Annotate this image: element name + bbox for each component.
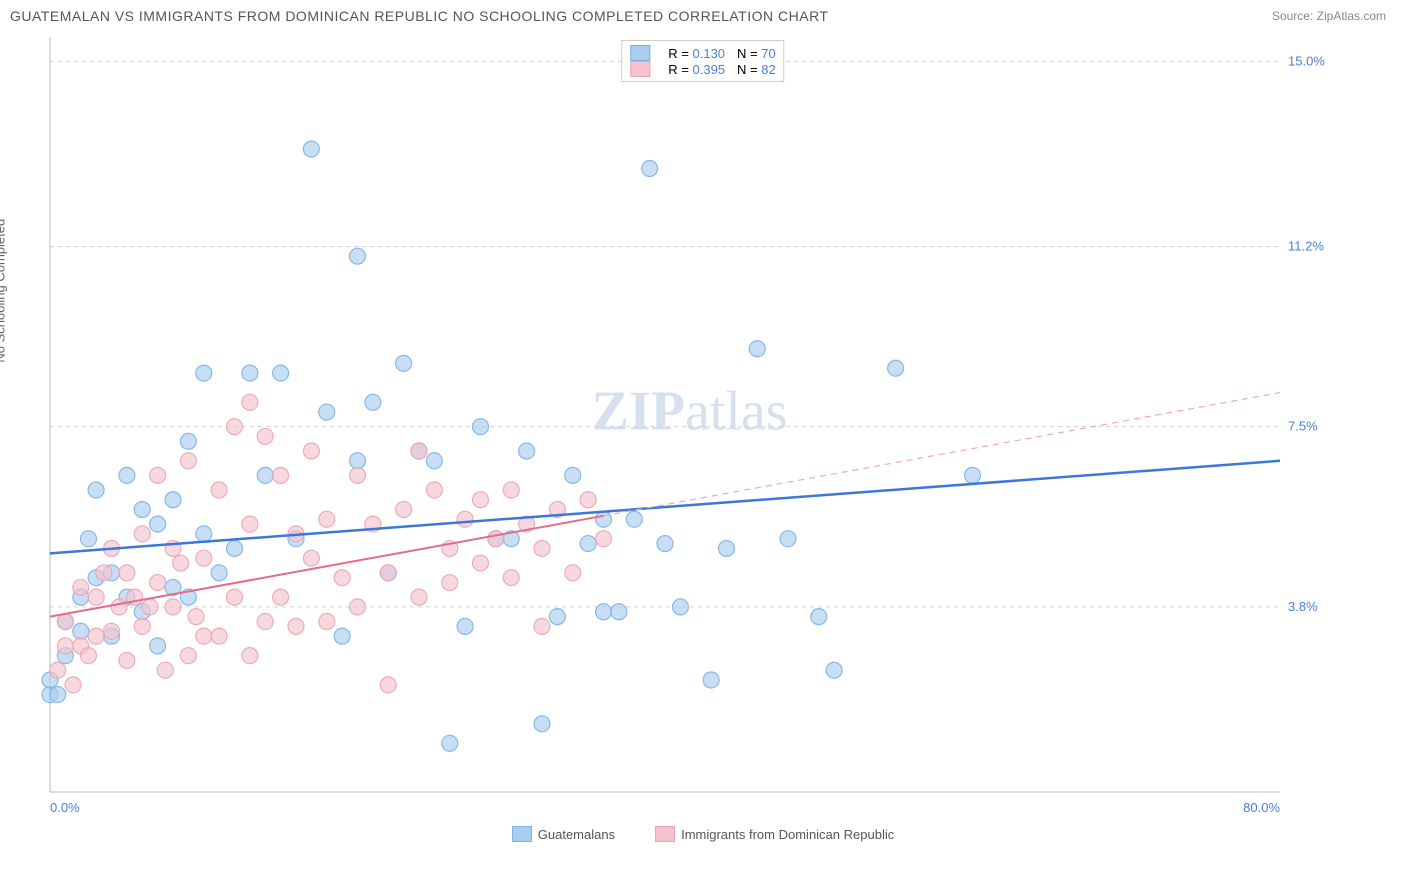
svg-text:3.8%: 3.8% (1288, 599, 1318, 614)
chart-title: GUATEMALAN VS IMMIGRANTS FROM DOMINICAN … (10, 8, 828, 24)
legend-row-series-0: R = 0.130 N = 70 (630, 45, 775, 61)
legend-row-series-1: R = 0.395 N = 82 (630, 61, 775, 77)
legend-label-1: Immigrants from Dominican Republic (681, 827, 894, 842)
chart-container: No Schooling Completed 3.8%7.5%11.2%15.0… (10, 32, 1396, 822)
svg-text:0.0%: 0.0% (50, 800, 80, 815)
n-value-1: 82 (761, 62, 775, 77)
legend-item-1: Immigrants from Dominican Republic (655, 826, 894, 842)
correlation-legend: R = 0.130 N = 70 R = 0.395 N = 82 (621, 40, 784, 82)
svg-text:11.2%: 11.2% (1288, 238, 1324, 253)
svg-text:7.5%: 7.5% (1288, 419, 1318, 434)
legend-swatch-1 (630, 61, 650, 77)
legend-label-0: Guatemalans (538, 827, 615, 842)
r-value-0: 0.130 (692, 46, 725, 61)
source-label: Source: ZipAtlas.com (1272, 9, 1386, 23)
scatter-chart: 3.8% 7.5% 11.2% 15.0% 0.0% 80.0% ZIPatlas (10, 32, 1340, 822)
chart-header: GUATEMALAN VS IMMIGRANTS FROM DOMINICAN … (0, 0, 1406, 32)
legend-swatch-0 (630, 45, 650, 61)
legend-swatch-bottom-1 (655, 826, 675, 842)
r-value-1: 0.395 (692, 62, 725, 77)
series-legend: Guatemalans Immigrants from Dominican Re… (0, 826, 1406, 842)
n-value-0: 70 (761, 46, 775, 61)
legend-swatch-bottom-0 (512, 826, 532, 842)
svg-text:15.0%: 15.0% (1288, 53, 1325, 68)
svg-text:ZIPatlas: ZIPatlas (592, 381, 788, 443)
legend-item-0: Guatemalans (512, 826, 615, 842)
y-axis-label: No Schooling Completed (0, 219, 8, 363)
svg-text:80.0%: 80.0% (1243, 800, 1280, 815)
